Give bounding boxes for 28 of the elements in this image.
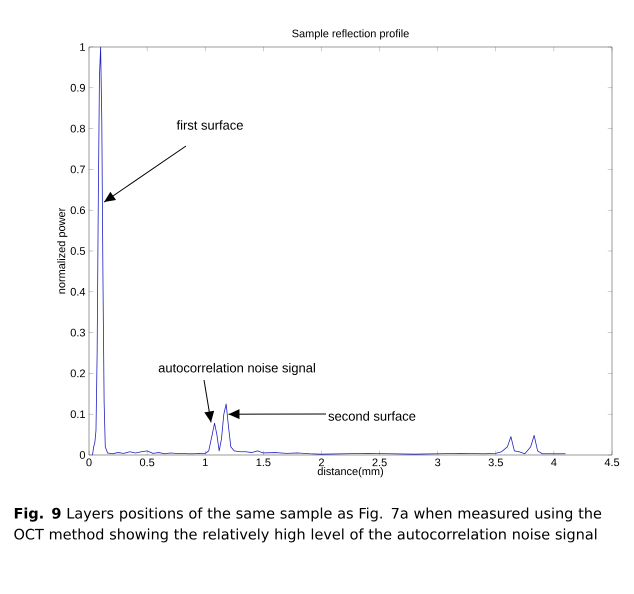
x-tick-label: 4.5 [604,458,620,466]
x-tick-label: 0 [86,458,92,466]
y-axis-title: normalized power [57,208,68,294]
y-tick-label: 0 [80,451,86,459]
annotation: first surface [176,120,243,130]
y-tick-label: 0.8 [70,124,86,132]
annotation: second surface [328,411,416,421]
y-tick-label: 0.9 [70,84,85,92]
chart-title: Sample reflection profile [292,29,409,40]
x-tick-label: 1.5 [256,458,270,466]
x-tick-label: 3.5 [488,458,503,466]
y-tick-label: 0.1 [70,410,85,418]
y-tick-label: 0.4 [70,288,86,296]
y-tick-label: 0.5 [70,247,86,255]
text: Fig. 9 Layers positions of the same sample as Fig. 7a when measured using the OCT method showing the relatively high level of the autocorrelation noise signal [14,508,602,542]
y-tick-label: 1 [80,43,85,51]
x-tick-label: 4 [551,458,557,466]
y-tick-label: 0.2 [70,370,85,378]
x-tick-label: 0.5 [140,458,154,466]
x-tick-label: 3 [435,458,440,466]
x-tick-label: 1 [203,458,208,466]
x-tick-label: 2 [318,458,324,466]
x-tick-label: 2.5 [372,458,387,466]
y-tick-label: 0.7 [70,166,85,174]
y-tick-label: 0.3 [70,328,86,336]
y-tick-label: 0.6 [70,206,86,214]
x-axis-title: distance(mm) [318,467,384,478]
annotation: autocorrelation noise signal [158,362,315,376]
